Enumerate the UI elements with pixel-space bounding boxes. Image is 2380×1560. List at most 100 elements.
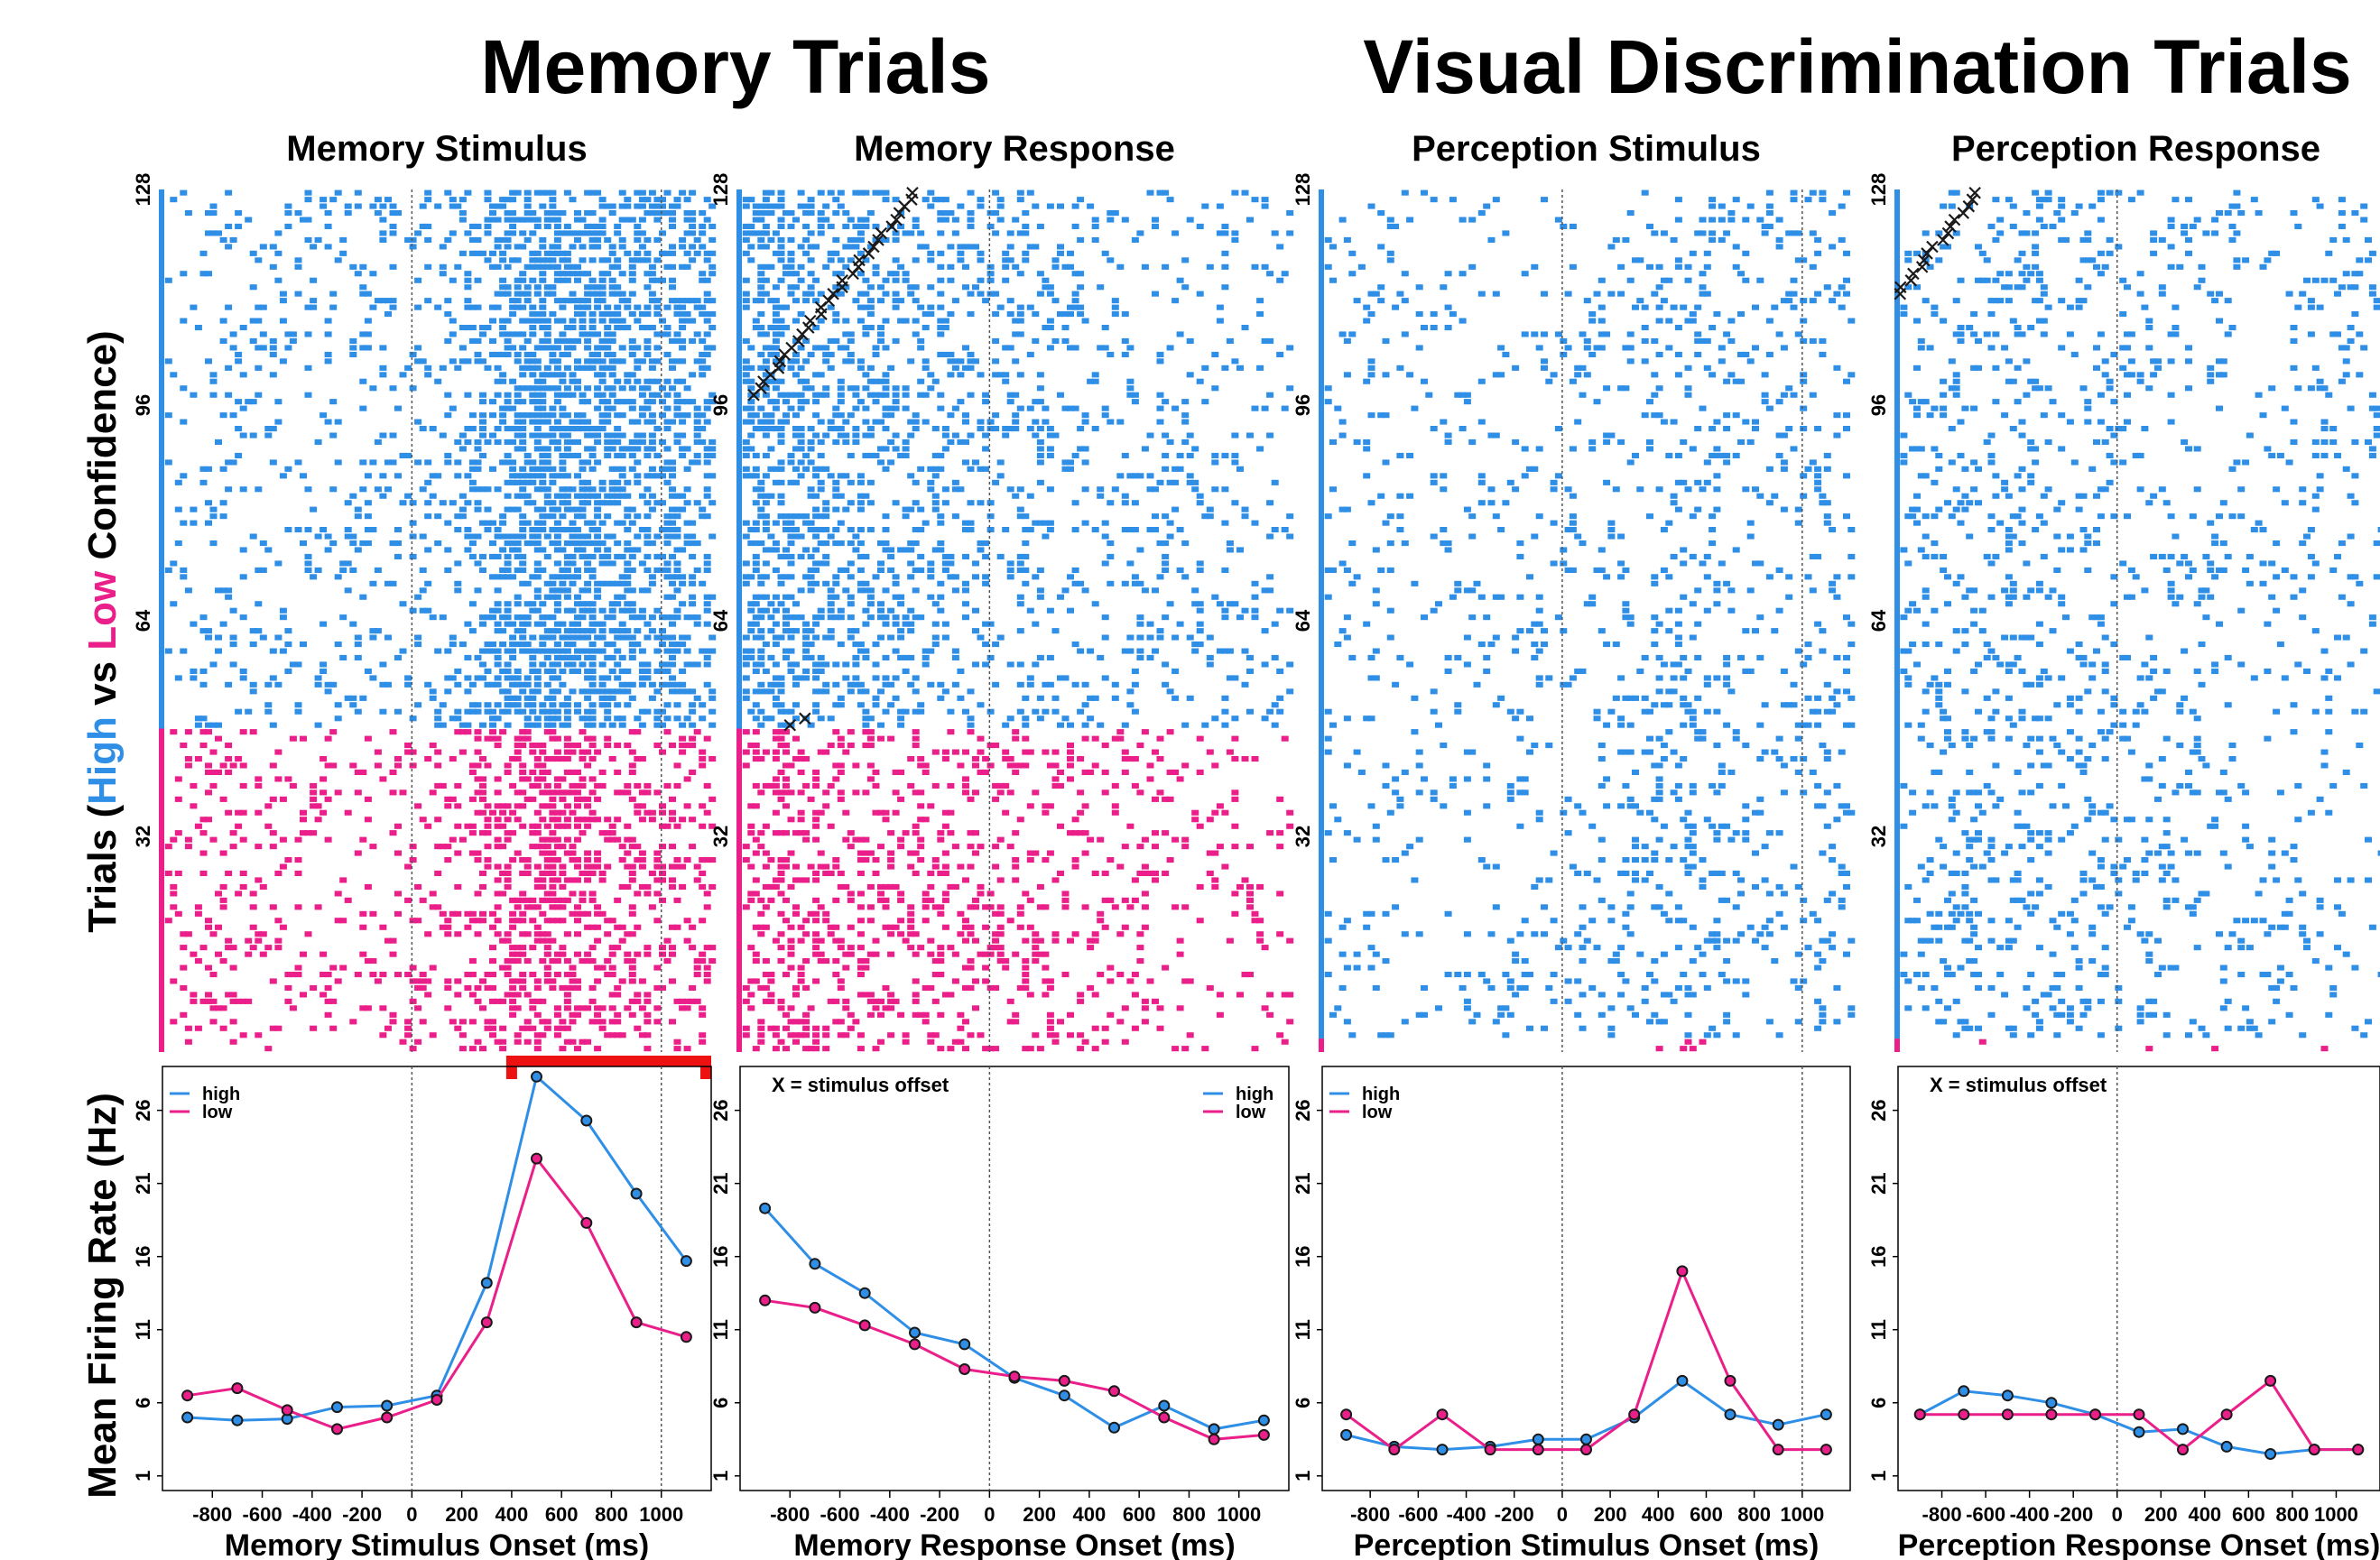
series-point-high [182, 1413, 192, 1423]
spike-mark [694, 999, 701, 1004]
spike-mark [873, 952, 880, 957]
spike-mark [375, 486, 382, 492]
spike-mark [599, 877, 607, 882]
spike-mark [574, 709, 581, 715]
spike-mark [619, 237, 626, 243]
spike-mark [1037, 696, 1044, 701]
spike-mark [379, 1032, 386, 1038]
spike-mark [469, 554, 477, 559]
spike-mark [449, 278, 457, 283]
spike-mark [315, 817, 322, 822]
spike-mark [757, 540, 764, 546]
spike-mark [897, 601, 904, 606]
spike-mark [554, 399, 561, 404]
spike-mark [659, 898, 666, 903]
line-x-tick-label: 800 [595, 1503, 628, 1526]
spike-mark [534, 365, 542, 371]
spike-mark [1082, 1039, 1089, 1045]
spike-mark [674, 614, 681, 620]
spike-mark [798, 587, 805, 593]
spike-mark [1162, 830, 1169, 835]
spike-mark [947, 992, 954, 997]
spike-mark [624, 305, 631, 310]
spike-mark [1042, 534, 1049, 540]
spike-mark [972, 574, 979, 579]
spike-mark [634, 305, 641, 310]
spike-mark [539, 762, 546, 768]
spike-mark [757, 1019, 764, 1024]
spike-mark [604, 237, 611, 243]
spike-mark [544, 1019, 551, 1024]
spike-mark [1136, 931, 1144, 937]
spike-mark [694, 453, 701, 458]
spike-mark [519, 560, 526, 566]
spike-mark [514, 702, 522, 707]
spike-mark [365, 513, 372, 519]
spike-mark [379, 237, 386, 243]
spike-mark [574, 595, 581, 600]
legend-label-low: low [202, 1103, 233, 1122]
spike-mark [215, 649, 222, 654]
spike-mark [190, 521, 197, 526]
spike-mark [464, 985, 471, 991]
spike-mark [1142, 999, 1149, 1004]
spike-mark [649, 682, 656, 688]
spike-mark [992, 985, 999, 991]
spike-mark [235, 352, 242, 357]
spike-mark [485, 257, 492, 263]
spike-mark [644, 669, 651, 674]
spike-mark [529, 945, 536, 950]
spike-mark [564, 958, 571, 964]
spike-mark [753, 891, 760, 896]
spike-mark [345, 527, 352, 532]
spike-mark [922, 1019, 930, 1024]
spike-mark [539, 527, 546, 532]
spike-mark [767, 534, 774, 540]
spike-mark [1221, 709, 1228, 715]
spike-mark [524, 521, 532, 526]
spike-mark [454, 560, 461, 566]
spike-mark [594, 352, 601, 357]
spike-mark [440, 365, 447, 371]
spike-mark [505, 318, 512, 324]
spike-mark [1276, 931, 1283, 937]
spike-mark [574, 789, 581, 795]
spike-mark [454, 459, 461, 465]
spike-mark [847, 635, 855, 641]
spike-mark [699, 871, 706, 876]
spike-mark [704, 318, 711, 324]
spike-mark [554, 534, 561, 540]
spike-mark [499, 547, 506, 552]
spike-mark [767, 898, 774, 903]
spike-mark [653, 965, 661, 971]
spike-mark [689, 817, 696, 822]
spike-mark [489, 709, 496, 715]
spike-mark [444, 688, 451, 694]
spike-mark [822, 581, 829, 586]
spike-mark [699, 702, 706, 707]
spike-mark [604, 513, 611, 519]
spike-mark [310, 789, 317, 795]
spike-mark [319, 952, 327, 957]
spike-mark [1082, 830, 1089, 835]
spike-mark [475, 459, 482, 465]
spike-mark [315, 568, 322, 573]
spike-mark [514, 284, 522, 290]
spike-mark [414, 1039, 421, 1045]
panels: Memory Stimulus3264961281611162126-800 -6… [132, 129, 2380, 1560]
spike-mark [962, 601, 969, 606]
spike-mark [444, 925, 451, 930]
spike-mark [424, 682, 431, 688]
series-point-low [532, 1154, 542, 1164]
spike-mark [1037, 938, 1044, 944]
spike-mark [644, 568, 651, 573]
spike-mark [704, 278, 711, 283]
spike-mark [464, 723, 471, 728]
spike-mark [594, 406, 601, 411]
spike-mark [1072, 642, 1079, 647]
spike-mark [778, 911, 785, 917]
spike-mark [802, 931, 810, 937]
spike-mark [400, 1039, 407, 1045]
spike-mark [679, 507, 686, 512]
spike-mark [355, 789, 362, 795]
